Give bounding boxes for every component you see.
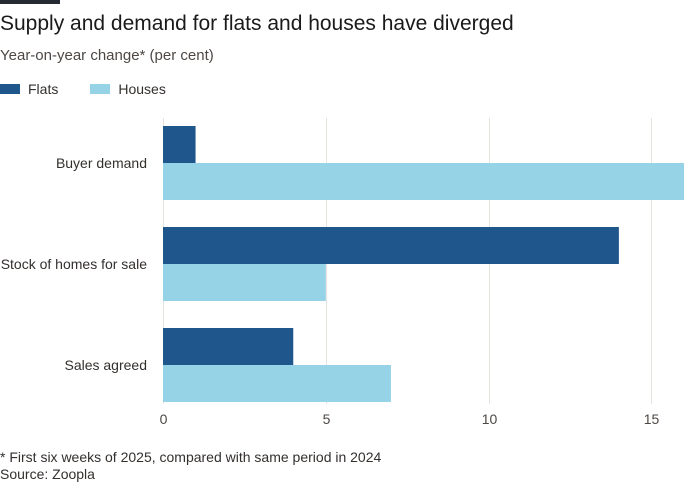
bar-flats-0 xyxy=(163,126,196,163)
bar-chart: 0 5 10 15 Buyer demand Stock of homes for sal… xyxy=(1,118,684,427)
legend-swatch-flats xyxy=(0,84,20,94)
bar-houses-0 xyxy=(163,163,684,200)
x-tick-label-15: 15 xyxy=(644,411,660,427)
chart-title: Supply and demand for flats and houses h… xyxy=(0,12,514,35)
x-tick-label-5: 5 xyxy=(323,411,331,427)
bar-houses-1 xyxy=(163,264,326,301)
x-tick-label-0: 0 xyxy=(160,411,168,427)
legend-swatch-houses xyxy=(90,84,111,94)
legend-label-houses: Houses xyxy=(118,81,166,97)
chart-subtitle: Year-on-year change* (per cent) xyxy=(0,47,214,64)
bar-flats-2 xyxy=(163,328,294,365)
legend-item-flats: Flats xyxy=(0,81,58,97)
source-note: Source: Zoopla xyxy=(0,466,95,482)
category-label-0: Buyer demand xyxy=(56,155,147,171)
category-label-2: Sales agreed xyxy=(64,357,147,373)
footnote: * First six weeks of 2025, compared with… xyxy=(0,449,382,465)
legend: Flats Houses xyxy=(0,79,198,99)
top-rule xyxy=(0,0,60,4)
bar-flats-1 xyxy=(163,227,619,264)
bar-houses-2 xyxy=(163,365,391,402)
category-label-1: Stock of homes for sale xyxy=(1,256,148,272)
legend-item-houses: Houses xyxy=(90,81,166,97)
x-tick-label-10: 10 xyxy=(482,411,498,427)
legend-label-flats: Flats xyxy=(28,81,59,97)
